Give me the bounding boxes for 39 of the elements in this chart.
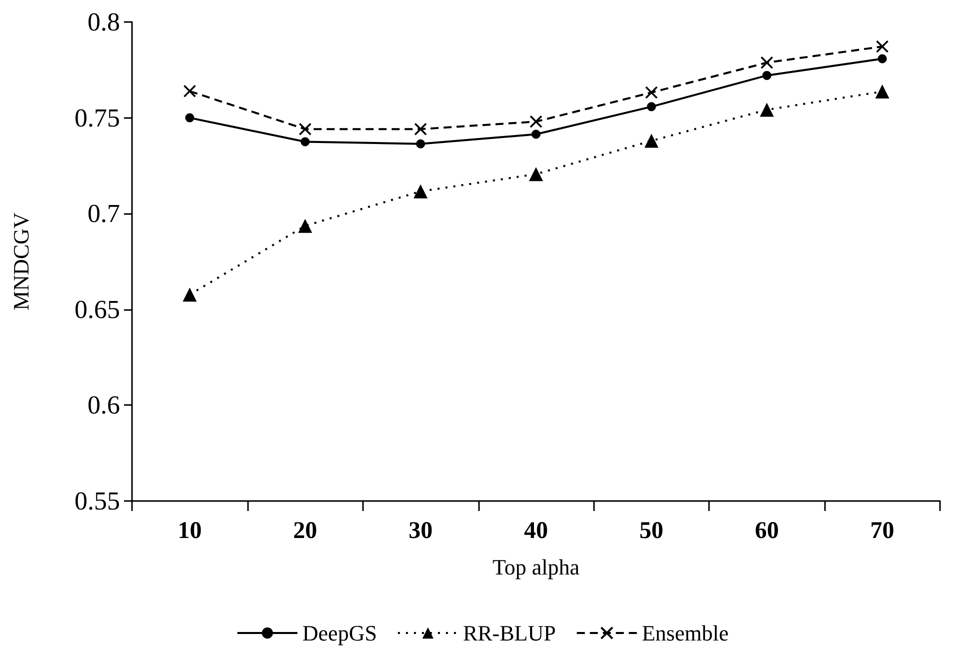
point [644,134,658,148]
x-tick-label: 60 [754,518,779,544]
y-tick-label: 0.8 [88,8,120,36]
legend-label: RR-BLUP [462,620,556,646]
y-tick-label: 0.65 [74,294,120,324]
point [529,167,543,182]
point [298,122,312,136]
point [183,84,196,98]
x-tick-label: 30 [408,518,433,544]
point [646,102,656,112]
y-tick-label: 0.7 [88,199,120,228]
point [760,102,774,117]
x-tick-label: 20 [293,518,318,544]
point [416,139,426,148]
y-axis-title: MNDCGV [8,212,34,310]
point [185,113,194,122]
point [298,218,312,233]
point [532,130,540,139]
legend-label: Ensemble [642,620,729,646]
y-tick-label: 0.6 [88,390,120,420]
x-tick-label: 40 [524,518,548,544]
x-tick-label: 70 [870,518,894,544]
x-tick-label: 10 [178,518,202,544]
point [762,70,772,80]
point [530,115,542,128]
x-axis-title: Top alpha [492,554,580,580]
legend-label: DeepGS [302,620,377,646]
point [876,40,889,53]
y-tick-label: 0.55 [74,486,120,516]
point [760,56,774,70]
point [875,84,890,99]
y-tick-label: 0.75 [74,103,120,132]
x-tick-label: 50 [639,518,664,544]
point [182,288,197,302]
point [878,54,887,64]
point [414,122,427,136]
point [300,137,310,146]
point [645,86,658,99]
point [414,184,428,198]
